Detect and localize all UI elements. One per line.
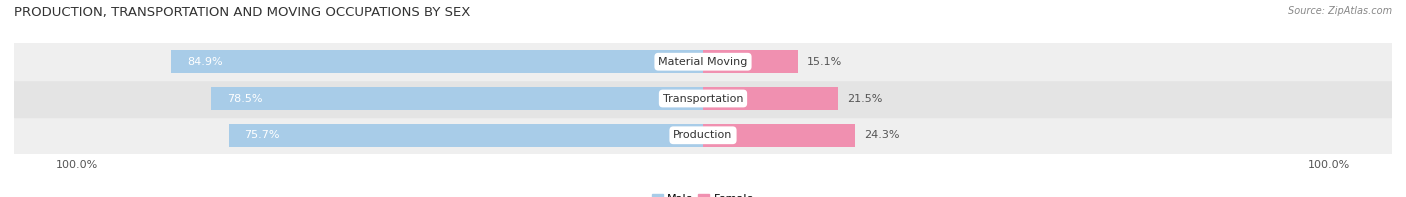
Text: 15.1%: 15.1% — [807, 57, 842, 67]
Legend: Male, Female: Male, Female — [647, 190, 759, 197]
Text: Material Moving: Material Moving — [658, 57, 748, 67]
Text: 24.3%: 24.3% — [865, 130, 900, 140]
Bar — [14, 80, 1392, 117]
Bar — [229, 124, 703, 147]
Bar — [703, 124, 855, 147]
Text: 78.5%: 78.5% — [226, 94, 263, 103]
Bar — [14, 117, 1392, 154]
Bar — [211, 87, 703, 110]
Bar — [172, 50, 703, 73]
Text: Transportation: Transportation — [662, 94, 744, 103]
Text: Source: ZipAtlas.com: Source: ZipAtlas.com — [1288, 6, 1392, 16]
Text: PRODUCTION, TRANSPORTATION AND MOVING OCCUPATIONS BY SEX: PRODUCTION, TRANSPORTATION AND MOVING OC… — [14, 6, 471, 19]
Text: 21.5%: 21.5% — [846, 94, 883, 103]
Text: Production: Production — [673, 130, 733, 140]
Text: 84.9%: 84.9% — [187, 57, 222, 67]
Bar — [703, 87, 838, 110]
Text: 75.7%: 75.7% — [245, 130, 280, 140]
Bar — [14, 43, 1392, 80]
Bar — [703, 50, 797, 73]
